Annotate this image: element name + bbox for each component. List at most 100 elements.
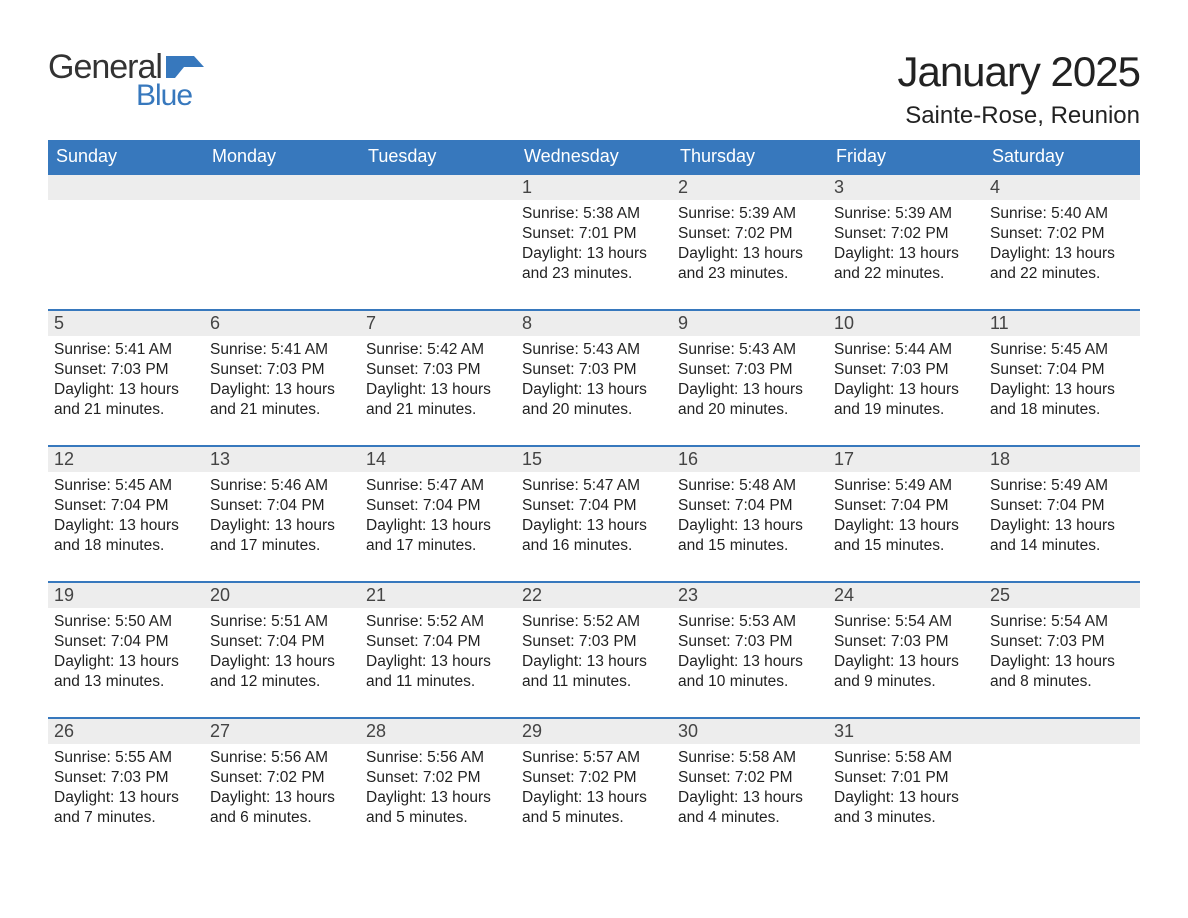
day-number: 17 [828, 447, 984, 472]
day-body: Sunrise: 5:41 AMSunset: 7:03 PMDaylight:… [48, 336, 204, 421]
sunset-line: Sunset: 7:03 PM [678, 632, 822, 652]
daylight-line: Daylight: 13 hours and 19 minutes. [834, 380, 978, 420]
sunset-line: Sunset: 7:02 PM [834, 224, 978, 244]
daylight-line: Daylight: 13 hours and 4 minutes. [678, 788, 822, 828]
sunrise-line: Sunrise: 5:41 AM [54, 340, 198, 360]
sunset-line: Sunset: 7:03 PM [522, 360, 666, 380]
day-body: Sunrise: 5:51 AMSunset: 7:04 PMDaylight:… [204, 608, 360, 693]
day-cell: 21Sunrise: 5:52 AMSunset: 7:04 PMDayligh… [360, 583, 516, 701]
sunset-line: Sunset: 7:02 PM [678, 768, 822, 788]
day-body: Sunrise: 5:54 AMSunset: 7:03 PMDaylight:… [828, 608, 984, 693]
sunset-line: Sunset: 7:03 PM [990, 632, 1134, 652]
day-body: Sunrise: 5:50 AMSunset: 7:04 PMDaylight:… [48, 608, 204, 693]
daylight-line: Daylight: 13 hours and 9 minutes. [834, 652, 978, 692]
week-row: 12Sunrise: 5:45 AMSunset: 7:04 PMDayligh… [48, 445, 1140, 565]
daylight-line: Daylight: 13 hours and 6 minutes. [210, 788, 354, 828]
daylight-line: Daylight: 13 hours and 11 minutes. [522, 652, 666, 692]
sunrise-line: Sunrise: 5:44 AM [834, 340, 978, 360]
sunset-line: Sunset: 7:03 PM [522, 632, 666, 652]
sunrise-line: Sunrise: 5:45 AM [990, 340, 1134, 360]
sunrise-line: Sunrise: 5:45 AM [54, 476, 198, 496]
day-cell: 8Sunrise: 5:43 AMSunset: 7:03 PMDaylight… [516, 311, 672, 429]
month-title: January 2025 [897, 48, 1140, 96]
day-cell: 20Sunrise: 5:51 AMSunset: 7:04 PMDayligh… [204, 583, 360, 701]
dow-cell: Monday [204, 140, 360, 173]
header: General Blue January 2025 Sainte-Rose, R… [48, 48, 1140, 130]
weeks-container: 1Sunrise: 5:38 AMSunset: 7:01 PMDaylight… [48, 173, 1140, 837]
calendar: SundayMondayTuesdayWednesdayThursdayFrid… [48, 140, 1140, 837]
day-cell: 27Sunrise: 5:56 AMSunset: 7:02 PMDayligh… [204, 719, 360, 837]
title-block: January 2025 Sainte-Rose, Reunion [897, 48, 1140, 130]
day-body: Sunrise: 5:43 AMSunset: 7:03 PMDaylight:… [672, 336, 828, 421]
sunrise-line: Sunrise: 5:50 AM [54, 612, 198, 632]
day-body: Sunrise: 5:57 AMSunset: 7:02 PMDaylight:… [516, 744, 672, 829]
dow-cell: Friday [828, 140, 984, 173]
day-number: 14 [360, 447, 516, 472]
dow-cell: Wednesday [516, 140, 672, 173]
sunrise-line: Sunrise: 5:55 AM [54, 748, 198, 768]
day-number: 29 [516, 719, 672, 744]
day-body: Sunrise: 5:41 AMSunset: 7:03 PMDaylight:… [204, 336, 360, 421]
sunset-line: Sunset: 7:04 PM [522, 496, 666, 516]
day-body: Sunrise: 5:45 AMSunset: 7:04 PMDaylight:… [984, 336, 1140, 421]
sunset-line: Sunset: 7:04 PM [990, 360, 1134, 380]
sunrise-line: Sunrise: 5:48 AM [678, 476, 822, 496]
day-body: Sunrise: 5:40 AMSunset: 7:02 PMDaylight:… [984, 200, 1140, 285]
day-number: 2 [672, 175, 828, 200]
daylight-line: Daylight: 13 hours and 14 minutes. [990, 516, 1134, 556]
day-number: 10 [828, 311, 984, 336]
day-body: Sunrise: 5:44 AMSunset: 7:03 PMDaylight:… [828, 336, 984, 421]
sunset-line: Sunset: 7:04 PM [54, 632, 198, 652]
sunset-line: Sunset: 7:03 PM [54, 360, 198, 380]
daylight-line: Daylight: 13 hours and 15 minutes. [678, 516, 822, 556]
day-cell: 12Sunrise: 5:45 AMSunset: 7:04 PMDayligh… [48, 447, 204, 565]
sunrise-line: Sunrise: 5:52 AM [366, 612, 510, 632]
dow-cell: Sunday [48, 140, 204, 173]
sunset-line: Sunset: 7:03 PM [678, 360, 822, 380]
day-body: Sunrise: 5:56 AMSunset: 7:02 PMDaylight:… [360, 744, 516, 829]
day-cell: 14Sunrise: 5:47 AMSunset: 7:04 PMDayligh… [360, 447, 516, 565]
day-number: 21 [360, 583, 516, 608]
day-body: Sunrise: 5:49 AMSunset: 7:04 PMDaylight:… [828, 472, 984, 557]
day-number: 22 [516, 583, 672, 608]
daylight-line: Daylight: 13 hours and 21 minutes. [366, 380, 510, 420]
sunrise-line: Sunrise: 5:43 AM [522, 340, 666, 360]
sunset-line: Sunset: 7:03 PM [54, 768, 198, 788]
daylight-line: Daylight: 13 hours and 22 minutes. [990, 244, 1134, 284]
day-body: Sunrise: 5:43 AMSunset: 7:03 PMDaylight:… [516, 336, 672, 421]
sunrise-line: Sunrise: 5:53 AM [678, 612, 822, 632]
day-number: 6 [204, 311, 360, 336]
sunset-line: Sunset: 7:02 PM [990, 224, 1134, 244]
day-body: Sunrise: 5:39 AMSunset: 7:02 PMDaylight:… [828, 200, 984, 285]
day-body: Sunrise: 5:53 AMSunset: 7:03 PMDaylight:… [672, 608, 828, 693]
sunset-line: Sunset: 7:03 PM [366, 360, 510, 380]
daylight-line: Daylight: 13 hours and 5 minutes. [522, 788, 666, 828]
day-number: 7 [360, 311, 516, 336]
sunrise-line: Sunrise: 5:38 AM [522, 204, 666, 224]
sunrise-line: Sunrise: 5:47 AM [366, 476, 510, 496]
day-number [48, 175, 204, 200]
daylight-line: Daylight: 13 hours and 20 minutes. [678, 380, 822, 420]
day-number: 28 [360, 719, 516, 744]
day-cell: 2Sunrise: 5:39 AMSunset: 7:02 PMDaylight… [672, 175, 828, 293]
day-cell: 4Sunrise: 5:40 AMSunset: 7:02 PMDaylight… [984, 175, 1140, 293]
daylight-line: Daylight: 13 hours and 11 minutes. [366, 652, 510, 692]
sunrise-line: Sunrise: 5:54 AM [990, 612, 1134, 632]
day-cell: 24Sunrise: 5:54 AMSunset: 7:03 PMDayligh… [828, 583, 984, 701]
daylight-line: Daylight: 13 hours and 7 minutes. [54, 788, 198, 828]
day-body: Sunrise: 5:42 AMSunset: 7:03 PMDaylight:… [360, 336, 516, 421]
day-number: 30 [672, 719, 828, 744]
sunset-line: Sunset: 7:03 PM [834, 632, 978, 652]
day-cell: 15Sunrise: 5:47 AMSunset: 7:04 PMDayligh… [516, 447, 672, 565]
daylight-line: Daylight: 13 hours and 5 minutes. [366, 788, 510, 828]
day-cell: 26Sunrise: 5:55 AMSunset: 7:03 PMDayligh… [48, 719, 204, 837]
day-cell: 6Sunrise: 5:41 AMSunset: 7:03 PMDaylight… [204, 311, 360, 429]
day-number: 13 [204, 447, 360, 472]
sunrise-line: Sunrise: 5:49 AM [834, 476, 978, 496]
sunset-line: Sunset: 7:03 PM [210, 360, 354, 380]
day-number: 1 [516, 175, 672, 200]
day-number: 15 [516, 447, 672, 472]
day-cell: 17Sunrise: 5:49 AMSunset: 7:04 PMDayligh… [828, 447, 984, 565]
sunset-line: Sunset: 7:04 PM [990, 496, 1134, 516]
day-number: 12 [48, 447, 204, 472]
